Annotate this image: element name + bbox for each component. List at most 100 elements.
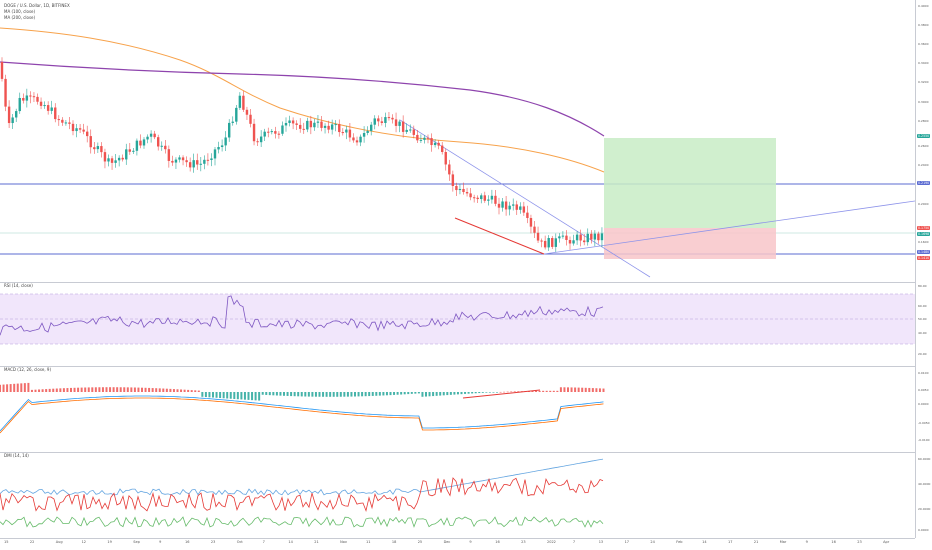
dmi-canvas[interactable] [0,452,915,538]
candle-body [362,133,366,137]
dmi-axis[interactable]: 60.0000 40.0000 20.0000 0.0000 [915,452,932,538]
candle-body [36,96,39,102]
time-axis[interactable]: 15 22 Aug 12 19 Sep 9 16 23 Oct 7 14 21 Nov 11 18 25 Dec 9… [0,538,915,550]
macd-bar [254,392,257,401]
candle-body [11,117,14,124]
candle-body [476,197,479,200]
time-tick: 17 [728,540,733,544]
candle-body [228,122,231,138]
candle-body [196,160,199,165]
macd-bar [286,392,289,396]
candle-body [458,188,462,191]
macd-bar [151,388,154,392]
candle-body [306,120,309,130]
time-tick: 22 [29,540,35,544]
candle-body [512,204,515,206]
macd-axis[interactable]: 0.0100 0.0050 0.0000 -0.0050 -0.0100 [915,366,932,452]
candle-body [75,128,78,132]
candle-body [281,125,284,134]
candle-body [338,124,341,133]
time-tick: 16 [831,540,836,544]
candle-body [224,137,227,146]
macd-bar [247,392,250,400]
dmi-tick: 40.0000 [918,482,931,486]
candle-body [323,125,327,128]
macd-bar [357,392,360,397]
macd-bar [23,383,26,392]
macd-bar [598,388,601,392]
candle-body [519,206,522,210]
candle-body [256,141,259,143]
macd-bar [87,387,90,392]
macd-bar [410,392,413,394]
macd-bar [190,390,193,392]
candle-body [345,129,348,133]
macd-bar [361,392,364,397]
candle-body [590,233,593,240]
macd-canvas[interactable] [0,366,915,452]
candle-body [597,233,600,241]
price-tick: 0.2000 [918,202,929,206]
macd-bar [38,389,41,392]
candle-body [437,142,440,146]
macd-bar [318,392,321,397]
candle-body [469,193,472,198]
macd-bar [304,392,307,397]
macd-bar [0,384,1,392]
macd-pane[interactable]: MACD (12, 26, close, 9) 0.0100 0.0050 0.… [0,366,932,453]
price-axis[interactable]: 0.4000 0.3800 0.3600 0.3400 0.3200 0.300… [915,0,932,282]
macd-bar [119,387,122,392]
candle-body [497,203,501,208]
time-tick: Sep [133,540,140,544]
macd-bar [378,392,381,396]
price-pane[interactable]: DOGE / U.S. Dollar, 1D, BITFINEX MA (100… [0,0,932,283]
candle-body [210,158,213,160]
macd-bar [243,392,246,400]
macd-bar [559,387,562,392]
macd-bar [137,387,140,392]
rsi-tick: 20.00 [918,352,927,356]
macd-bar [130,387,133,392]
ma100-label: MA (100, close) [4,9,36,14]
time-tick: 16 [185,540,190,544]
macd-bar [169,388,172,392]
macd-bar [272,392,275,396]
time-tick: 9 [469,540,472,544]
macd-bar [552,390,555,392]
candle-body [142,139,146,146]
macd-bar [474,392,477,394]
macd-bar [425,392,427,397]
dmi-pane[interactable]: DMI (14, 14) 60.0000 40.0000 20.0000 0.0… [0,452,932,539]
macd-bar [393,392,396,395]
dmi-legend: DMI (14, 14) [4,453,29,458]
macd-legend: MACD (12, 26, close, 9) [4,367,52,372]
macd-bar [52,388,55,392]
candle-body [181,157,185,161]
price-chart-canvas[interactable] [0,0,915,282]
macd-bar [467,392,470,394]
candle-body [50,107,53,111]
candle-body [416,134,419,141]
candle-body [455,185,458,191]
rsi-pane[interactable]: RSI (14, close) 80.00 60.00 50.00 40.00 … [0,282,932,367]
ma200-line [0,61,605,137]
ascending-trendline [543,200,915,255]
candle-body [249,114,252,124]
macd-bar [481,392,484,393]
candle-body [110,158,114,163]
long-position-target-zone [604,138,776,228]
macd-bar [55,388,58,392]
candle-body [46,105,50,111]
time-tick: Nov [340,540,347,544]
macd-bar [59,388,62,392]
time-tick: 9 [159,540,162,544]
candle-body [462,188,465,193]
time-tick: Dec [443,540,451,544]
macd-bar [389,392,392,396]
macd-bar [485,392,488,393]
candle-body [199,163,202,165]
macd-bar [446,392,449,396]
rsi-canvas[interactable] [0,282,915,366]
candle-body [394,119,398,126]
rsi-axis[interactable]: 80.00 60.00 50.00 40.00 20.00 [915,282,932,366]
